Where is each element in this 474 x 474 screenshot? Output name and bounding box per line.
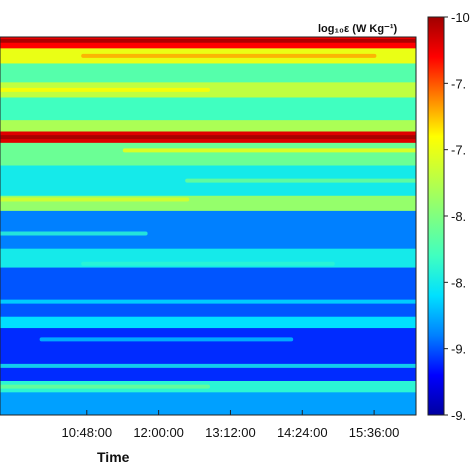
colorbar-tick-label: -9. xyxy=(451,342,466,357)
heatmap-band xyxy=(0,37,416,49)
colorbar: -7. -7. -8. -8. -9. -9. -10 xyxy=(427,10,470,423)
colorbar-annotation: log₁₀ε (W Kg⁻¹) xyxy=(318,23,398,35)
heatmap-band xyxy=(0,120,416,132)
colorbar-tick-label: -8. xyxy=(451,209,466,224)
heatmap-band xyxy=(0,97,416,121)
colorbar-tick-label: -9. xyxy=(451,408,466,423)
x-axis-title: Time xyxy=(97,449,130,465)
heatmap-band xyxy=(0,210,416,250)
colorbar-tick-label: -10 xyxy=(451,10,470,25)
colorbar-tick-label: -7. xyxy=(451,76,466,91)
x-tick-label: 12:00:00 xyxy=(133,425,184,440)
heatmap-band xyxy=(0,267,416,318)
x-tick-label: 13:12:00 xyxy=(205,425,256,440)
heatmap-band xyxy=(0,392,416,415)
heatmap-streaks xyxy=(0,38,416,389)
plot-frame xyxy=(0,36,417,416)
heatmap-band xyxy=(0,142,416,167)
heatmap-band xyxy=(0,63,416,83)
heatmap-band xyxy=(0,328,416,382)
colorbar-tick-label: -7. xyxy=(451,143,466,158)
heatmap-plot-area xyxy=(0,37,416,415)
x-tick-label: 15:36:00 xyxy=(349,425,400,440)
colorbar-ticks: -7. -7. -8. -8. -9. -9. -10 xyxy=(444,10,470,423)
x-tick-label: 10:48:00 xyxy=(61,425,112,440)
x-tick-label: 14:24:00 xyxy=(277,425,328,440)
heatmap-band xyxy=(0,316,416,329)
x-axis: 10:48:00 12:00:00 13:12:00 14:24:00 15:36:00 xyxy=(61,410,399,440)
colorbar-tick-label: -8. xyxy=(451,275,466,290)
colorbar-fill xyxy=(427,16,445,416)
heatmap-bands xyxy=(0,37,416,415)
